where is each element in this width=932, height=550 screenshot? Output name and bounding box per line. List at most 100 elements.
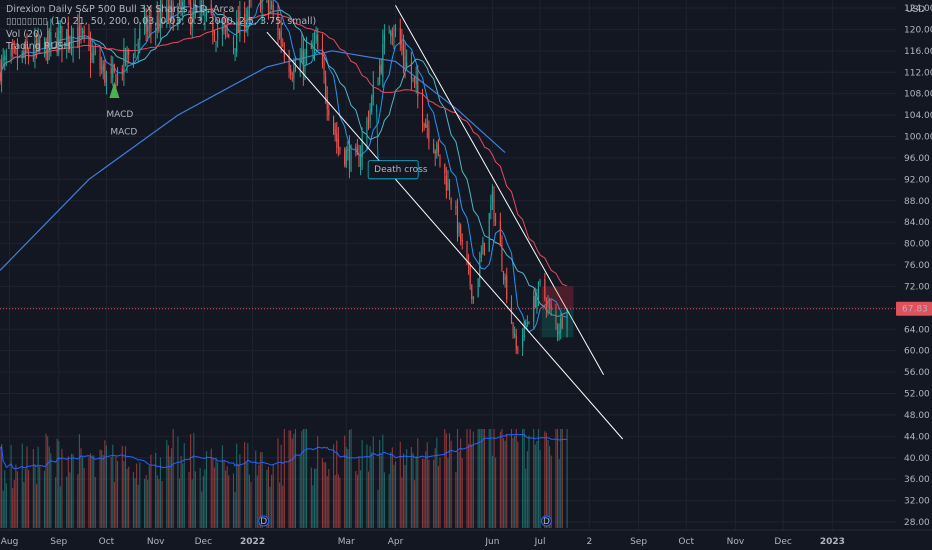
candle-body [277,12,279,36]
volume-bar [23,481,25,528]
volume-bar [483,429,486,528]
candle-body [56,36,58,53]
volume-bar [102,454,104,528]
volume-bar [423,458,425,528]
volume-bar [13,480,15,528]
volume-bar [256,475,258,528]
candle-body [526,322,528,324]
legend-indicator[interactable]: ▯▯▯▯▯▯▯▯ (10, 21, 50, 200, 0.03, 0.03, 0… [6,16,317,28]
candle-body [132,57,134,59]
volume-bar [336,440,338,528]
candle-body [24,44,26,60]
candle-body [248,0,250,9]
legend-script[interactable]: Trading RUSH [6,41,71,53]
volume-bar [210,448,212,528]
volume-bar [245,462,247,528]
volume-bar [294,429,297,528]
volume-bar [450,440,452,528]
time-tick-label: 2023 [820,537,845,547]
volume-bar [412,452,414,528]
candle-body [39,39,41,49]
volume-bar [290,430,292,528]
legend-symbol[interactable]: Direxion Daily S&P 500 Bull 3X Shares, 1… [6,4,235,15]
price-axis[interactable]: 124.00 120.00 116.00 112.00 108.00 104.00 100.… [0,4,932,528]
candle-body [313,41,316,46]
candle-body [16,52,19,62]
volume-bar [550,455,552,528]
candle-body [506,275,508,300]
volume-bar [437,466,439,528]
price-tick-label: 64.00 [904,325,930,335]
candle-body [158,18,160,32]
candle-body [472,297,474,300]
candle-body [290,68,292,76]
volume-bar [439,457,441,528]
volume-bar [383,472,385,528]
volume-bar [344,435,346,528]
candle-body [239,10,241,36]
candle-body [328,110,330,116]
candle-body [455,206,457,209]
candle-body [345,149,347,167]
volume-bar [425,451,427,528]
candle-body [10,49,12,57]
time-tick-label: Dec [774,537,791,547]
volume-bar [55,477,57,528]
volume-bar [202,476,204,528]
volume-bar [312,485,314,528]
time-axis[interactable]: Aug Sep Oct Nov Dec 2022 Mar Apr Jun Jul 2 Sep Oct No… [0,529,932,547]
candle-body [21,51,23,59]
volume-bar [388,474,390,528]
volume-bar [69,472,71,528]
volume-bar [191,479,193,528]
volume-bar [323,462,325,528]
volume-bar [271,474,273,528]
candle-body [445,175,447,191]
candle-body [423,123,425,127]
candle-body [390,30,392,37]
volume-bar [258,464,260,528]
price-tick-label: 40.00 [904,454,930,464]
volume-bar [72,454,74,528]
volume-bar [167,445,169,528]
candle-body [23,51,25,56]
candle-body [469,265,471,285]
volume-bar [266,469,268,528]
candle-body [417,77,419,96]
volume-bar [561,429,563,528]
candle-body [434,151,436,154]
candle-body [344,148,346,165]
legend-volume[interactable]: Vol (20) [6,28,43,40]
volume-bar [91,455,93,528]
volume-bar [159,457,161,528]
price-tick-label: 44.00 [904,432,930,442]
currency-label: USD [906,5,925,15]
candle-body [166,6,168,22]
drawings[interactable]: MACD MACD Death cross D D [106,5,624,527]
candle-body [523,323,525,337]
price-tick-label: 120.00 [904,25,932,35]
candle-body [210,4,212,12]
candle-body [383,34,385,42]
price-tick-label: 112.00 [904,68,932,78]
volume-bar [501,429,503,528]
candle-body [94,50,96,53]
candle-body [356,148,358,156]
volume-bar [350,429,352,528]
volume-bar [183,443,185,528]
volume-bar [358,457,360,528]
price-tick-label: 52.00 [904,390,930,400]
macd-label: MACD [106,110,133,120]
candle-body [501,245,503,270]
volume-bar [61,448,63,528]
candle-body [193,3,195,23]
candle-body [70,36,73,45]
volume-bar [132,472,134,528]
candle-body [99,55,101,69]
candle-body [159,8,161,29]
volume-bar [244,441,246,528]
candle-body [504,277,506,280]
candle-body [299,60,301,69]
price-tick-label: 104.00 [904,111,932,121]
